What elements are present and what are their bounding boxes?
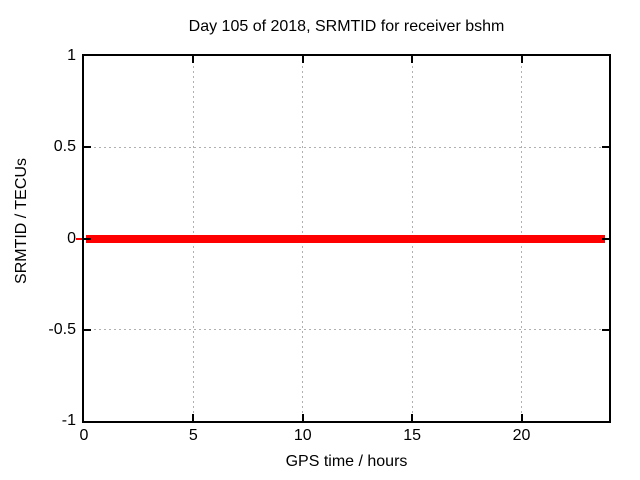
y-gridline xyxy=(84,146,609,148)
x-tick-label: 15 xyxy=(403,427,422,444)
data-line xyxy=(86,234,605,243)
y-gridline xyxy=(84,329,609,331)
x-tick-mark xyxy=(301,414,304,421)
x-tick-label: 0 xyxy=(79,427,89,444)
x-tick-mark xyxy=(411,56,414,63)
y-tick-mark xyxy=(602,237,609,240)
y-tick-label: 1 xyxy=(67,47,76,64)
x-tick-mark xyxy=(301,56,304,63)
x-tick-label: 10 xyxy=(293,427,312,444)
y-tick-label: -0.5 xyxy=(48,320,76,338)
x-tick-label: 20 xyxy=(512,427,531,444)
x-tick-mark xyxy=(520,56,523,63)
y-tick-mark xyxy=(602,146,609,149)
y-tick-mark xyxy=(84,328,91,331)
y-tick-label: 0 xyxy=(67,229,76,247)
x-tick-mark xyxy=(520,414,523,421)
x-tick-label: 5 xyxy=(188,427,198,444)
plot-border xyxy=(82,54,611,423)
chart-title: Day 105 of 2018, SRMTID for receiver bsh… xyxy=(188,18,505,35)
x-tick-mark xyxy=(192,414,195,421)
y-tick-mark xyxy=(84,237,91,240)
y-tick-mark xyxy=(602,328,609,331)
x-tick-mark xyxy=(411,414,414,421)
y-tick-mark xyxy=(84,146,91,149)
y-axis-label: SRMTID / TECUs xyxy=(13,158,30,284)
y-tick-label: -1 xyxy=(61,412,76,429)
y-tick-label: 0.5 xyxy=(53,138,76,156)
x-tick-mark xyxy=(192,56,195,63)
x-axis-label: GPS time / hours xyxy=(285,453,408,470)
